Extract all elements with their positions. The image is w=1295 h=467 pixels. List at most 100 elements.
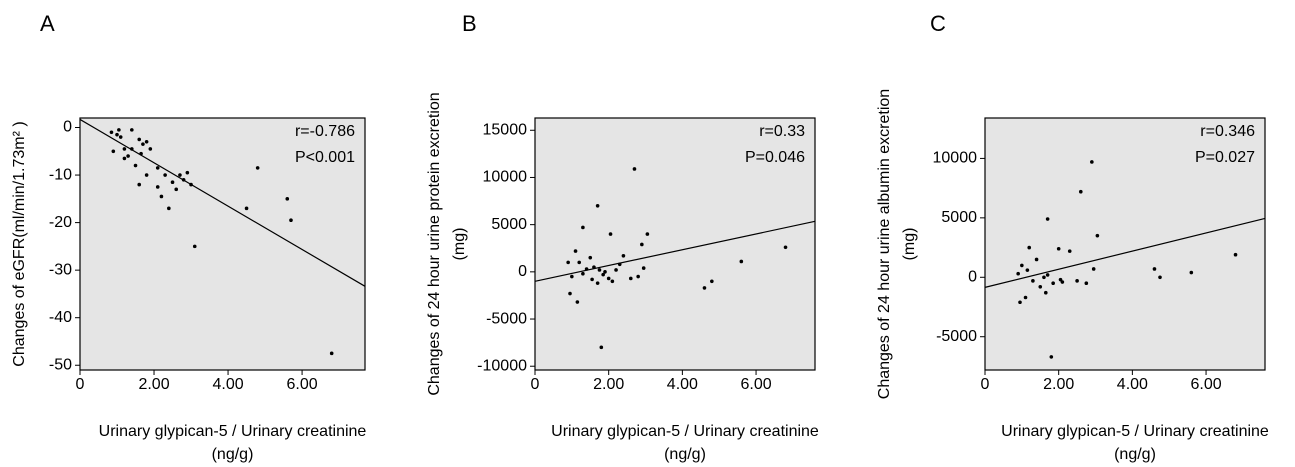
point xyxy=(170,180,175,184)
point xyxy=(185,170,190,175)
point xyxy=(581,225,585,230)
annotation: P=0.027 xyxy=(1195,149,1255,166)
x-tick-label: 4.00 xyxy=(212,376,243,393)
y-tick-label: -40 xyxy=(49,309,72,326)
point xyxy=(640,242,644,247)
point xyxy=(178,173,182,177)
trend-line xyxy=(79,118,366,287)
trend-line xyxy=(984,217,1266,288)
point xyxy=(118,135,123,139)
point xyxy=(601,272,605,277)
point xyxy=(595,203,600,208)
annotation: P<0.001 xyxy=(295,149,355,166)
point xyxy=(117,128,121,132)
y-tick-label: -20 xyxy=(49,214,72,231)
y-tick-label: 10000 xyxy=(933,150,978,167)
point xyxy=(1078,189,1083,194)
y-tick-label: -10 xyxy=(49,166,72,183)
point xyxy=(1018,300,1022,305)
point xyxy=(122,147,127,151)
point xyxy=(1060,280,1065,284)
y-tick-label: 15000 xyxy=(483,121,528,138)
x-tick-label: 4.00 xyxy=(1117,376,1148,393)
point xyxy=(577,260,582,265)
y-tick-label: 0 xyxy=(63,119,72,136)
x-tick-label: 6.00 xyxy=(1190,376,1221,393)
point xyxy=(167,206,171,211)
point xyxy=(636,274,640,279)
point xyxy=(1038,284,1043,289)
point xyxy=(1049,355,1054,359)
point xyxy=(597,268,602,272)
y-tick-label: 5000 xyxy=(941,209,977,226)
point xyxy=(566,260,570,265)
point xyxy=(329,351,334,356)
point xyxy=(606,276,611,281)
point xyxy=(1056,246,1061,251)
y-tick-label: -50 xyxy=(49,356,72,373)
y-axis-label: Changes of 24 hour urine albumin excreti… xyxy=(876,89,893,399)
x-axis-label: Urinary glypican-5 / Urinary creatinine xyxy=(1001,423,1269,440)
point xyxy=(133,163,138,168)
trend-line xyxy=(534,220,816,282)
point xyxy=(1045,217,1050,221)
point xyxy=(1084,281,1089,286)
panel-label: B xyxy=(462,11,477,36)
y-tick-label: -10000 xyxy=(477,357,527,374)
point xyxy=(155,185,160,189)
point xyxy=(610,279,615,284)
x-tick-label: 2.00 xyxy=(1043,376,1074,393)
point xyxy=(255,166,260,170)
point xyxy=(608,232,613,236)
point xyxy=(244,206,249,211)
point xyxy=(111,149,116,154)
y-tick-label: 0 xyxy=(968,269,977,286)
point xyxy=(1027,245,1032,250)
point xyxy=(1189,270,1194,275)
point xyxy=(1023,295,1028,300)
x-tick-label: 4.00 xyxy=(667,376,698,393)
panel-label: C xyxy=(930,11,946,36)
annotation: r=0.346 xyxy=(1200,123,1255,140)
annotation: r=0.33 xyxy=(759,123,805,140)
point xyxy=(1043,290,1048,295)
point xyxy=(599,345,604,350)
point xyxy=(632,167,637,171)
point xyxy=(710,279,714,284)
point xyxy=(130,128,134,132)
y-tick-label: 10000 xyxy=(483,169,528,186)
point xyxy=(614,268,618,272)
point xyxy=(163,173,167,177)
y-axis-label: (mg) xyxy=(901,228,918,261)
plot-area xyxy=(534,117,816,371)
y-tick-label: 0 xyxy=(518,263,527,280)
x-tick-label: 2.00 xyxy=(138,376,169,393)
x-tick-label: 6.00 xyxy=(740,376,771,393)
x-tick-label: 0 xyxy=(981,376,990,393)
point xyxy=(621,253,626,258)
point xyxy=(289,218,293,223)
point xyxy=(144,173,149,177)
y-tick-label: -30 xyxy=(49,261,72,278)
point xyxy=(603,270,607,274)
point xyxy=(148,147,153,151)
x-tick-label: 0 xyxy=(76,376,85,393)
point xyxy=(595,281,600,285)
point xyxy=(570,274,574,279)
x-axis-label: (ng/g) xyxy=(664,446,706,463)
point xyxy=(1045,273,1050,277)
point xyxy=(159,194,164,199)
y-tick-label: -5000 xyxy=(936,328,977,345)
x-tick-label: 0 xyxy=(531,376,540,393)
point xyxy=(783,245,788,250)
point xyxy=(115,132,119,137)
point xyxy=(1020,263,1024,268)
point xyxy=(590,277,594,282)
point xyxy=(645,232,650,236)
point xyxy=(174,187,179,192)
y-axis-label: Changes of 24 hour urine protein excreti… xyxy=(426,92,443,395)
point xyxy=(588,255,593,260)
x-tick-label: 6.00 xyxy=(287,376,318,393)
point xyxy=(581,271,585,276)
